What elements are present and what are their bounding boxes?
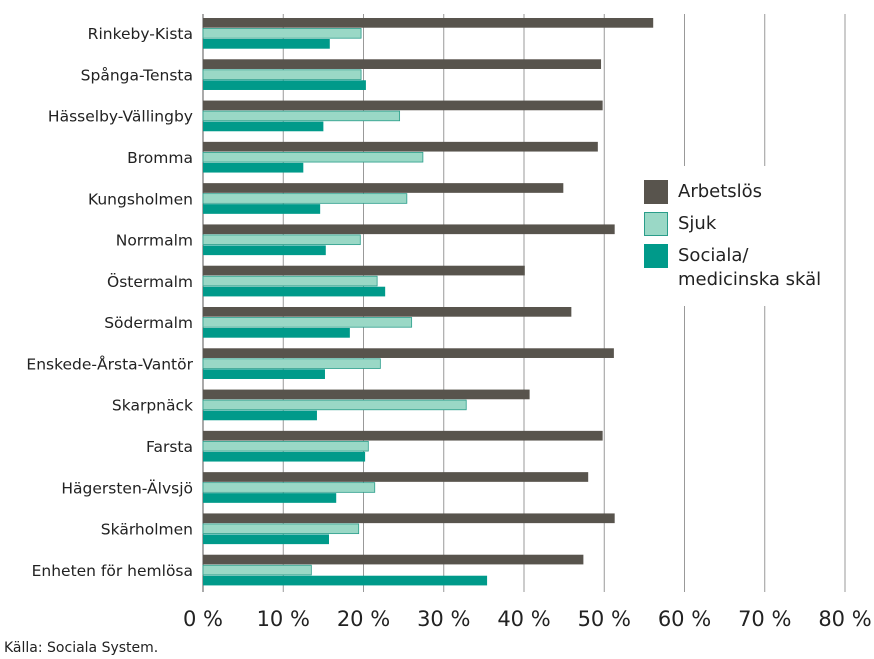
y-tick-label: Östermalm xyxy=(107,272,193,291)
legend-item: Sjuk xyxy=(644,212,842,236)
bar xyxy=(202,399,467,411)
y-tick-label: Enskede-Årsta-Vantör xyxy=(26,354,193,373)
bar xyxy=(202,564,312,576)
bar xyxy=(203,162,304,173)
legend-label: Sociala/ medicinska skäl xyxy=(678,245,822,290)
legend-swatch xyxy=(644,212,668,236)
bar xyxy=(203,100,603,111)
bar xyxy=(203,307,572,317)
bar xyxy=(202,234,361,246)
x-tick-label: 20 % xyxy=(337,607,390,631)
y-tick-label: Kungsholmen xyxy=(88,190,193,208)
bar xyxy=(203,245,326,256)
bar xyxy=(203,121,324,132)
bar xyxy=(203,141,598,152)
legend-label: Arbetslös xyxy=(678,181,763,202)
bar xyxy=(203,513,615,524)
bar xyxy=(203,348,614,358)
y-tick-label: Skärholmen xyxy=(101,521,193,539)
y-tick-label: Farsta xyxy=(146,438,193,456)
bar xyxy=(202,440,369,452)
source: Källa: Sociala System. xyxy=(4,640,159,656)
x-tick-label: 0 % xyxy=(183,607,223,631)
bar xyxy=(202,28,362,39)
x-tick-label: 50 % xyxy=(578,607,631,631)
bar xyxy=(202,110,401,122)
bar xyxy=(202,151,424,163)
bar xyxy=(203,472,589,482)
bar xyxy=(203,328,350,338)
bar xyxy=(203,204,321,214)
legend-item: Sociala/ medicinska skäl xyxy=(644,244,842,292)
bar xyxy=(203,430,603,441)
x-tick-label: 70 % xyxy=(738,607,791,631)
grid xyxy=(202,14,846,592)
x-tick-label: 80 % xyxy=(818,607,871,631)
legend-swatch xyxy=(644,180,668,204)
y-tick-label: Hägersten-Älvsjö xyxy=(61,478,193,497)
bar xyxy=(203,554,584,565)
bar xyxy=(203,369,325,379)
legend-label: Sjuk xyxy=(678,213,717,234)
x-tick-label: 30 % xyxy=(417,607,470,631)
y-tick-label: Bromma xyxy=(127,149,193,167)
bar xyxy=(203,410,317,421)
bar xyxy=(203,534,329,545)
bar xyxy=(202,317,413,328)
bar xyxy=(202,69,362,80)
bar xyxy=(203,389,530,400)
bar xyxy=(202,275,378,287)
bar xyxy=(203,80,366,90)
legend: Arbetslös Sjuk Sociala/ medicinska skäl xyxy=(632,166,842,306)
bar xyxy=(202,358,381,369)
y-tick-label: Rinkeby-Kista xyxy=(88,25,193,43)
bar xyxy=(202,523,360,535)
bar xyxy=(203,39,330,49)
bar xyxy=(203,493,337,503)
bar xyxy=(203,265,525,276)
bar xyxy=(203,183,564,193)
bar xyxy=(202,193,408,204)
y-tick-label: Enheten för hemlösa xyxy=(32,562,193,580)
x-tick-label: 10 % xyxy=(257,607,310,631)
bar xyxy=(203,451,366,462)
bar xyxy=(203,575,488,586)
y-tick-label: Södermalm xyxy=(104,314,193,332)
y-tick-label: Spånga-Tensta xyxy=(81,66,193,84)
legend-swatch xyxy=(644,244,668,268)
legend-item: Arbetslös xyxy=(644,180,842,204)
x-tick-label: 40 % xyxy=(497,607,550,631)
x-tick-label: 60 % xyxy=(658,607,711,631)
y-tick-label: Skarpnäck xyxy=(112,397,193,415)
chart: 0 % 10 % 20 % 30 % 40 % 50 % 60 % 70 % 80 % Rinke… xyxy=(26,14,872,631)
y-tick-label: Norrmalm xyxy=(116,232,193,250)
bar xyxy=(203,286,386,297)
y-tick-label: Hässelby-Vällingby xyxy=(48,108,193,126)
bar xyxy=(203,59,602,69)
bar xyxy=(203,224,615,235)
bar xyxy=(203,18,654,28)
bar xyxy=(202,482,376,493)
